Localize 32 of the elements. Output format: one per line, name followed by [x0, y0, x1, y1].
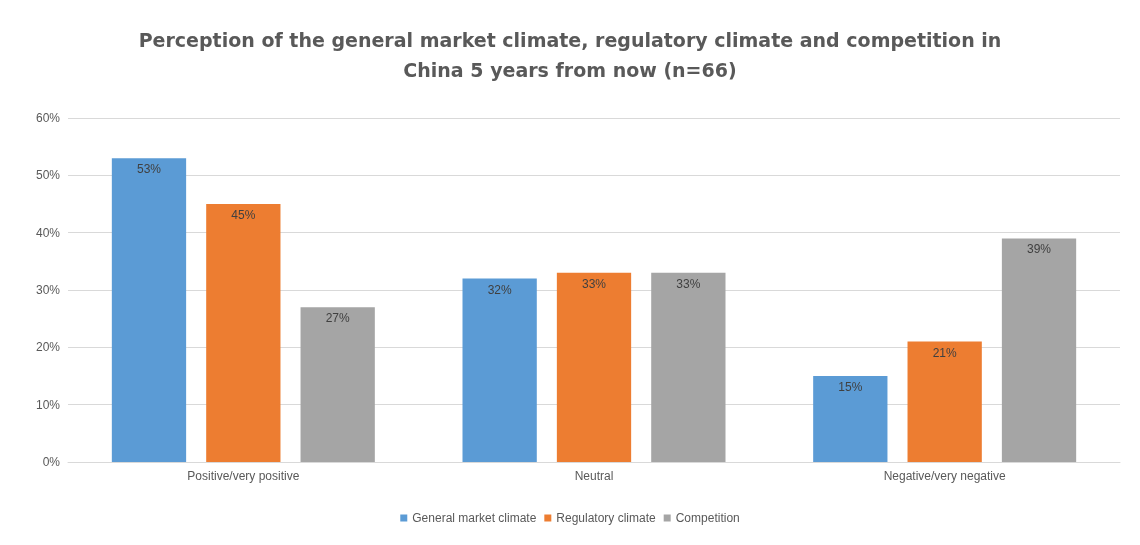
- bar: [111, 158, 187, 462]
- data-label: 33%: [581, 276, 607, 291]
- legend-label: Competition: [675, 511, 740, 525]
- bar: [462, 278, 537, 462]
- y-tick-label: 30%: [35, 283, 61, 297]
- legend-label: Regulatory climate: [556, 511, 657, 525]
- data-label: 27%: [325, 311, 351, 326]
- data-label: 21%: [932, 345, 957, 360]
- data-label: 33%: [676, 276, 701, 291]
- data-label: 53%: [136, 162, 162, 177]
- bar: [556, 272, 632, 462]
- x-tick-label: Positive/very positive: [187, 469, 300, 483]
- legend-label: General market climate: [412, 511, 537, 525]
- bar: [651, 272, 726, 462]
- y-tick-label: 60%: [35, 111, 61, 125]
- y-tick-label: 40%: [35, 225, 61, 240]
- bar: [300, 307, 375, 462]
- bar: [813, 376, 888, 462]
- chart-title: Perception of the general market climate, regulatory climate and competition in China 5 years from now (n=66): [138, 29, 1002, 81]
- bar: [907, 341, 982, 462]
- bar: [1001, 238, 1077, 462]
- y-tick-label: 20%: [35, 340, 61, 355]
- data-label: 45%: [231, 208, 256, 222]
- y-tick-label: 50%: [35, 168, 61, 183]
- data-label: 32%: [487, 282, 512, 297]
- data-label: 39%: [1027, 242, 1052, 257]
- data-label: 15%: [838, 380, 863, 394]
- y-tick-label: 10%: [35, 397, 61, 412]
- x-tick-label: Negative/very negative: [883, 469, 1007, 483]
- bar: [206, 204, 281, 462]
- y-tick-label: 0%: [42, 455, 61, 469]
- x-tick-label: Neutral: [574, 469, 614, 483]
